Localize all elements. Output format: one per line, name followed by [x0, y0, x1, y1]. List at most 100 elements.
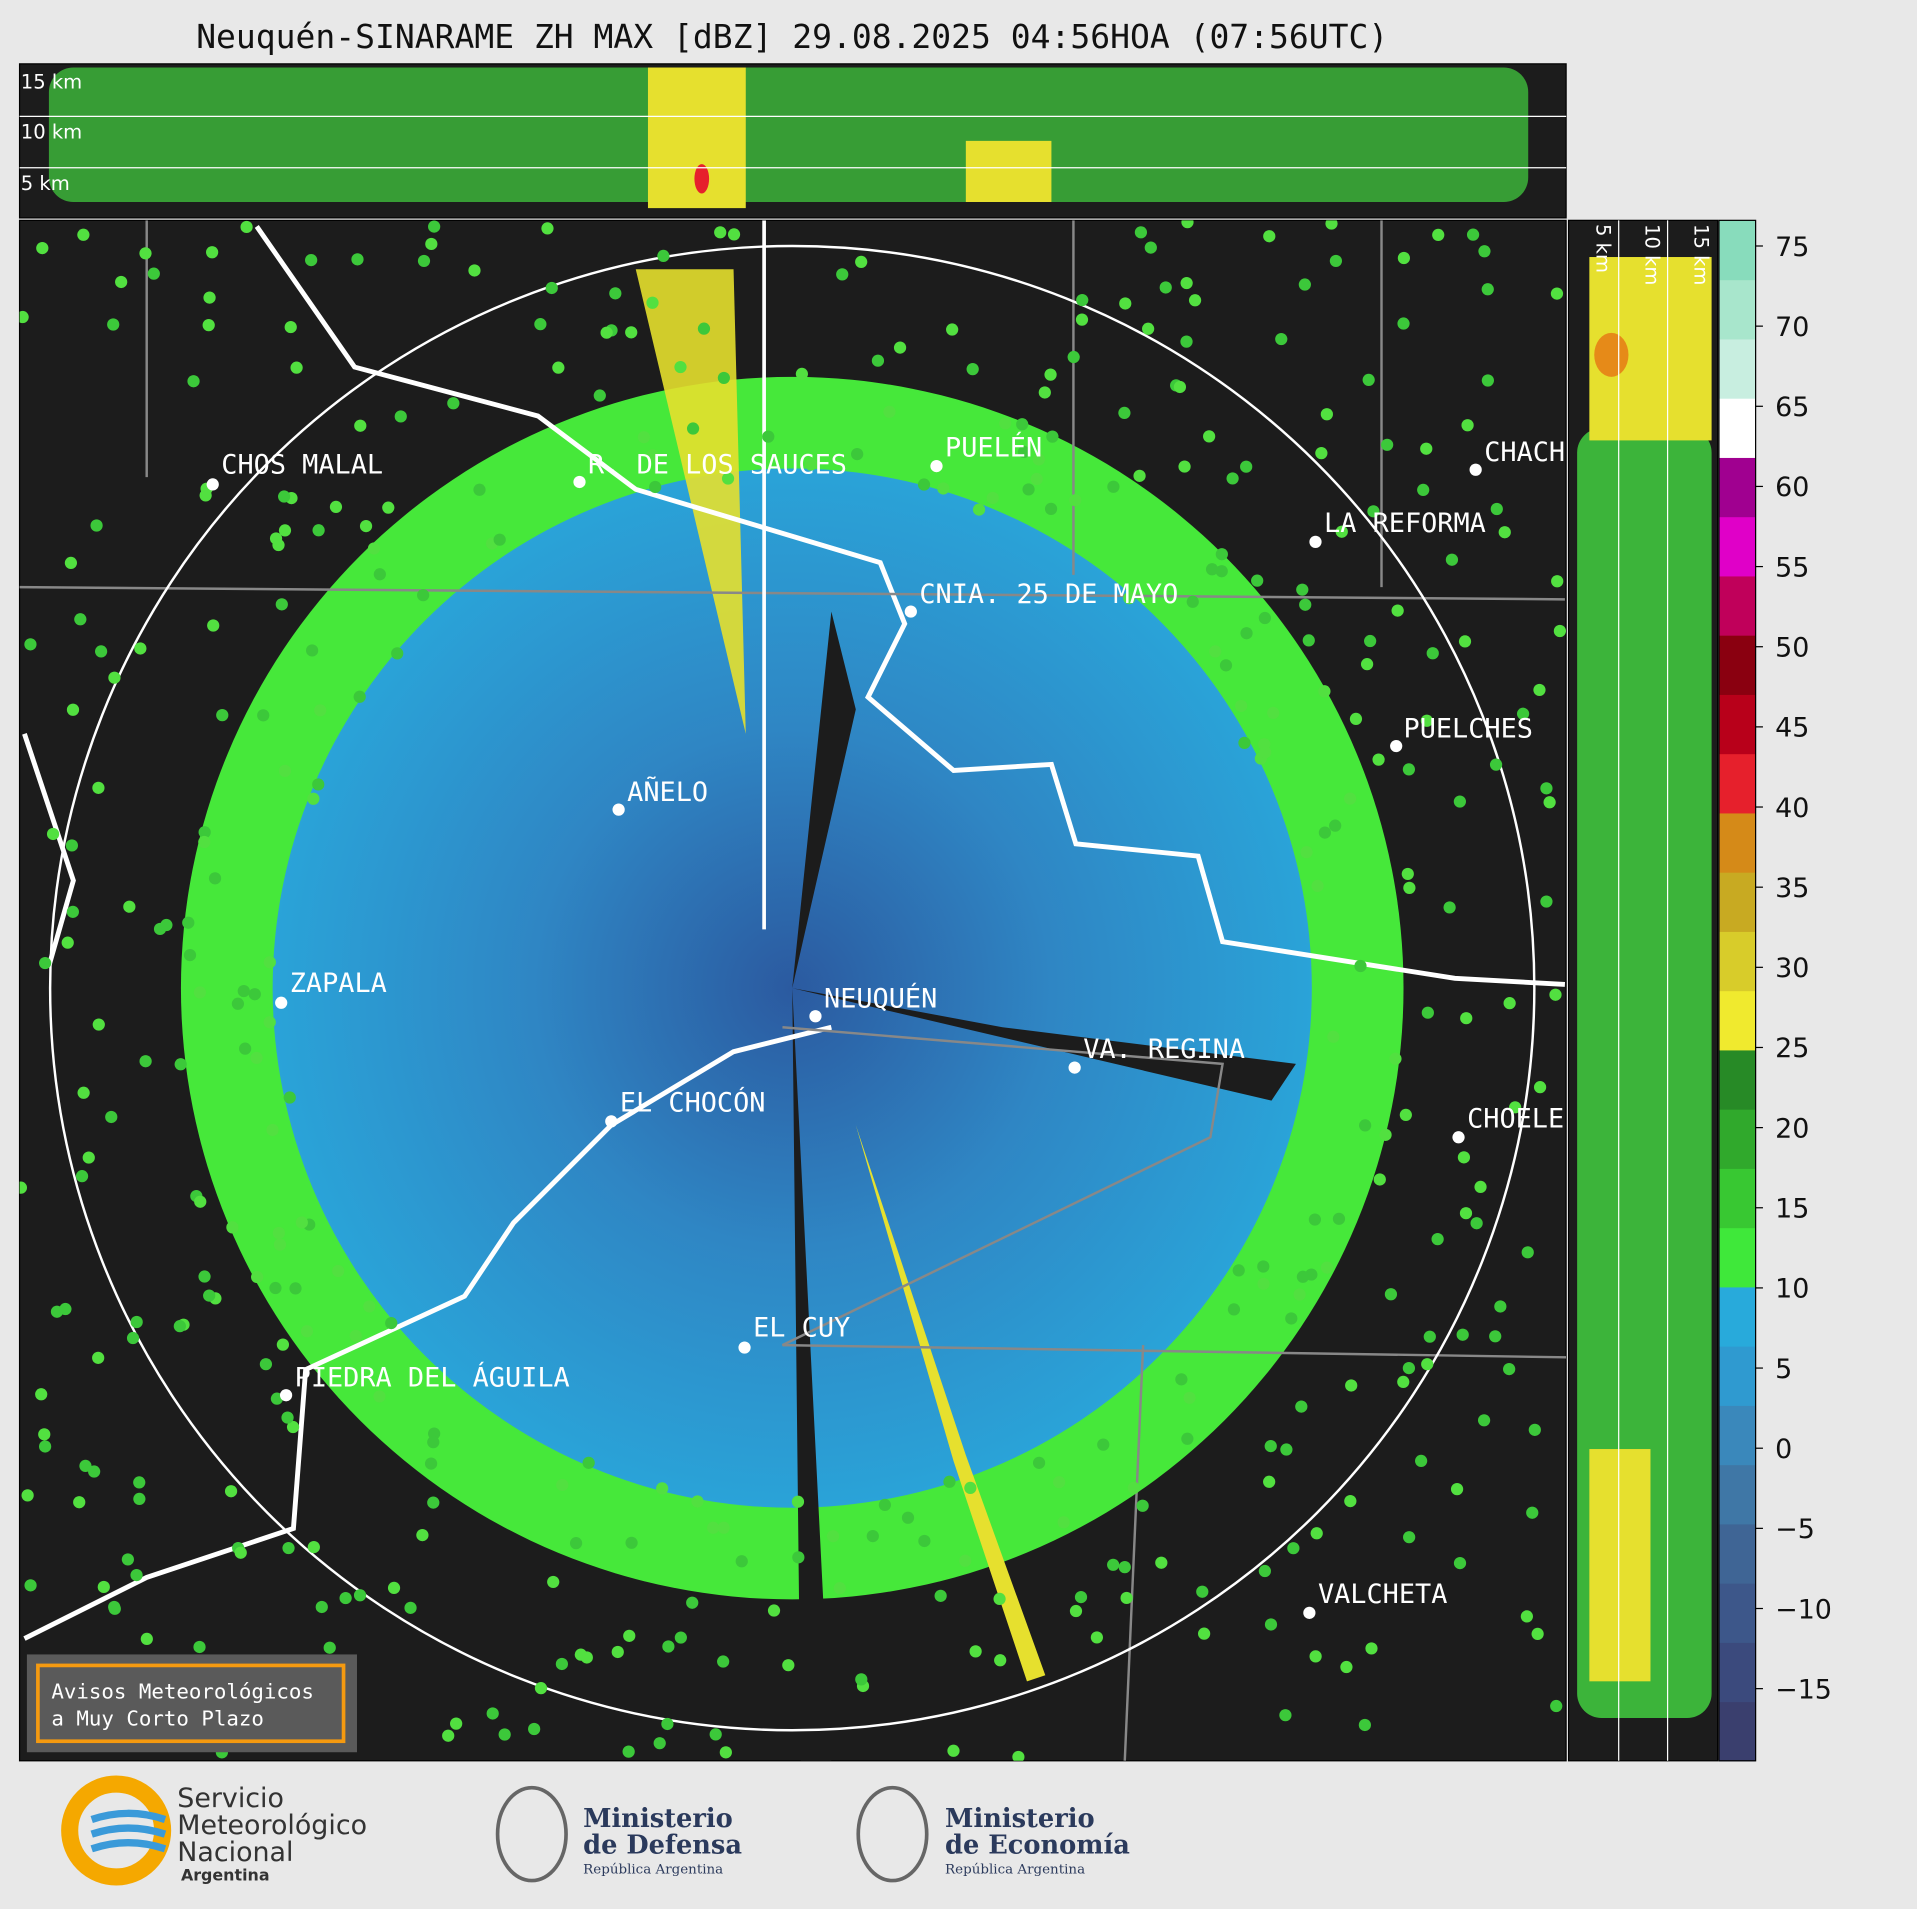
- echo-dot: [94, 645, 108, 658]
- echo-dot: [717, 1655, 730, 1668]
- echo-dot: [792, 1551, 805, 1564]
- echo-dot: [1372, 753, 1385, 766]
- echo-dot: [1327, 1030, 1340, 1043]
- echo-dot: [323, 1641, 336, 1654]
- height-label: 5 km: [1592, 224, 1615, 273]
- echo-dot: [1470, 1217, 1483, 1230]
- echo-dot: [24, 638, 37, 651]
- echo-dot: [1320, 408, 1333, 421]
- echo-dot: [826, 1530, 840, 1543]
- echo-dot: [427, 1496, 440, 1509]
- echo-dot: [580, 1651, 593, 1664]
- height-label: 5 km: [21, 172, 70, 195]
- echo-dot: [257, 709, 270, 722]
- echo-dot: [556, 1478, 569, 1492]
- notice-text: Avisos Meteorológicos: [51, 1679, 314, 1703]
- echo-dot: [1458, 635, 1472, 648]
- echo-dot: [686, 422, 700, 435]
- echo-dot: [1016, 418, 1029, 431]
- echo-dot: [918, 1534, 931, 1548]
- echo-dot: [1443, 901, 1456, 914]
- colorbar-tick-label: 20: [1775, 1113, 1809, 1144]
- notice-border: [36, 1663, 346, 1744]
- echo-dot: [866, 1529, 879, 1543]
- echo-dot: [373, 1390, 386, 1403]
- echo-dot: [993, 1592, 1006, 1606]
- echo-dot: [351, 253, 364, 266]
- echo-dot: [1203, 430, 1216, 443]
- echo-dot: [534, 1682, 548, 1695]
- echo-dot: [226, 1221, 239, 1234]
- echo-dot: [1401, 867, 1414, 881]
- echo-dot: [878, 1498, 892, 1512]
- echo-dot: [1423, 1330, 1436, 1343]
- echo-dot: [305, 253, 318, 267]
- echo-dot: [1264, 1439, 1277, 1453]
- place-label: PUELÉN: [945, 431, 1042, 463]
- echo-dot: [1457, 1151, 1471, 1164]
- echo-dot: [284, 320, 297, 334]
- echo-dot: [600, 326, 613, 339]
- shield: [856, 1785, 929, 1883]
- colorbar-tick-label: 15: [1775, 1194, 1809, 1225]
- echo-dot: [1030, 472, 1043, 486]
- echo-dot: [1415, 1454, 1428, 1468]
- echo-dot: [1432, 228, 1445, 242]
- echo-dot: [1107, 1558, 1120, 1571]
- echo-dot: [1494, 1300, 1507, 1313]
- colorbar-tick-label: −10: [1775, 1594, 1832, 1625]
- echo-dot: [1032, 1456, 1046, 1469]
- echo-dot: [1453, 1556, 1467, 1570]
- echo-dot: [1173, 380, 1187, 394]
- echo-dot: [207, 619, 220, 632]
- echo-dot: [404, 1601, 417, 1614]
- echo-dot: [1450, 1483, 1464, 1496]
- logo-text: República Argentina: [945, 1862, 1085, 1877]
- echo-dot: [1295, 1400, 1308, 1413]
- echo-dot: [1287, 1542, 1300, 1555]
- place-marker: [1469, 463, 1482, 476]
- echo-dot: [1481, 283, 1494, 296]
- echo-dot: [450, 1717, 463, 1730]
- place-marker: [809, 1010, 822, 1023]
- echo-dot: [1481, 374, 1494, 387]
- echo-dot: [82, 1151, 95, 1164]
- colorbar-band: [1718, 516, 1756, 577]
- echo-dot: [1076, 293, 1089, 307]
- echo-dot: [972, 503, 986, 516]
- place-marker: [904, 605, 917, 618]
- radar-layer: CHOS MALAL R. DE LOS SAUCES PUELÉN CHACH LA …: [19, 220, 1567, 1761]
- echo-dot: [1069, 494, 1082, 507]
- echo-dot: [193, 1640, 206, 1654]
- echo-dot: [250, 1270, 264, 1284]
- echo-dot: [1389, 1052, 1402, 1065]
- echo-dot: [964, 1481, 977, 1495]
- echo-dot: [276, 1338, 290, 1351]
- echo-dot: [427, 1436, 440, 1449]
- place-marker: [1303, 1606, 1316, 1619]
- echo-dot: [428, 220, 441, 233]
- colorbar-band: [1718, 1583, 1756, 1643]
- colorbar-tick-label: 45: [1775, 713, 1809, 744]
- echo-dot: [1118, 1561, 1131, 1574]
- title: Neuquén-SINARAME ZH MAX [dBZ] 29.08.2025…: [196, 17, 1388, 56]
- echo-dot: [1251, 574, 1264, 587]
- echo-dot: [182, 916, 195, 929]
- echo-dot: [1477, 1414, 1491, 1427]
- echo-dot: [424, 1457, 438, 1470]
- echo-dot: [24, 1579, 37, 1592]
- place-marker: [279, 1389, 293, 1402]
- echo-dot: [1178, 460, 1191, 473]
- echo-dot: [851, 447, 864, 461]
- echo-dot: [160, 918, 173, 932]
- echo-dot: [139, 1055, 152, 1068]
- echo-dot: [1299, 598, 1312, 611]
- colorbar-tick-label: 70: [1775, 312, 1809, 343]
- echo-dot: [39, 1440, 52, 1453]
- echo-dot: [1358, 1718, 1371, 1732]
- echo-dot: [1420, 442, 1433, 455]
- colorbar-band: [1718, 1346, 1756, 1406]
- echo-dot: [187, 375, 200, 388]
- echo-dot: [1420, 714, 1433, 727]
- echo-dot: [329, 500, 343, 514]
